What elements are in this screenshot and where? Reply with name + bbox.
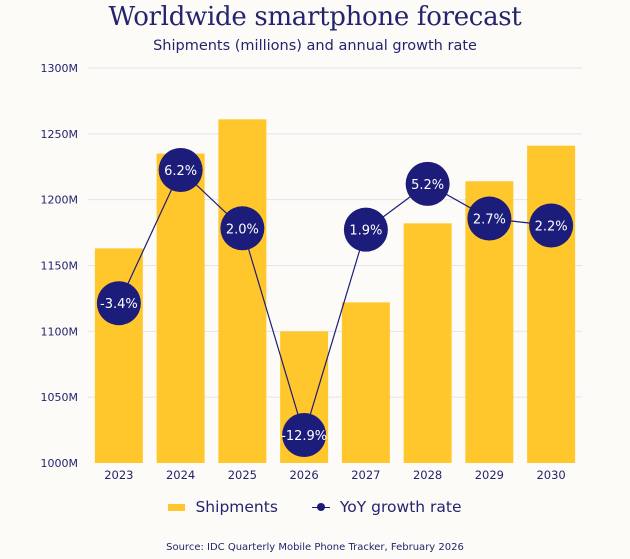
chart-title: Worldwide smartphone forecast	[108, 2, 522, 32]
x-tick-label: 2023	[104, 468, 133, 482]
bar-2028	[403, 223, 452, 463]
bar-2024	[156, 153, 205, 464]
shipments-swatch-icon	[168, 503, 186, 511]
legend-label-growth: YoY growth rate	[339, 498, 462, 516]
growth-data-label: 1.9%	[349, 224, 382, 239]
y-tick-label: 1300M	[41, 62, 79, 75]
chart-subtitle: Shipments (millions) and annual growth r…	[153, 38, 477, 54]
legend-item-shipments[interactable]: Shipments	[168, 498, 278, 516]
y-tick-label: 1100M	[41, 325, 79, 338]
x-tick-label: 2024	[166, 468, 195, 482]
growth-point-2024	[158, 148, 203, 192]
growth-data-label: 5.2%	[411, 178, 444, 193]
growth-data-label: -3.4%	[100, 297, 138, 312]
y-tick-label: 1050M	[41, 391, 79, 404]
x-tick-label: 2030	[536, 468, 565, 482]
bar-2027	[341, 302, 390, 463]
growth-point-2028	[405, 161, 450, 206]
legend-label-shipments: Shipments	[195, 498, 278, 516]
growth-point-2025	[220, 206, 265, 251]
growth-data-label: 2.2%	[535, 219, 568, 234]
growth-data-label: -12.9%	[281, 429, 327, 444]
bar-2025	[218, 119, 267, 463]
bar-2023	[94, 248, 143, 463]
growth-point-2023	[96, 281, 141, 326]
growth-point-2030	[529, 203, 574, 248]
y-tick-label: 1200M	[41, 194, 79, 207]
y-tick-label: 1150M	[41, 260, 79, 273]
growth-point-2029	[467, 196, 512, 241]
growth-point-2027	[343, 207, 388, 252]
x-tick-label: 2027	[351, 468, 380, 482]
growth-data-label: 6.2%	[164, 164, 197, 179]
y-tick-label: 1000M	[41, 457, 79, 470]
bar-2030	[527, 145, 576, 463]
legend-item-growth[interactable]: YoY growth rate	[311, 498, 462, 516]
growth-point-2026	[282, 413, 327, 457]
x-tick-label: 2025	[228, 468, 257, 482]
x-tick-label: 2026	[289, 468, 318, 482]
growth-line-swatch-icon	[311, 502, 330, 512]
legend: Shipments YoY growth rate	[0, 498, 630, 516]
growth-data-label: 2.7%	[473, 213, 506, 228]
growth-data-label: 2.0%	[226, 222, 259, 237]
x-tick-label: 2029	[475, 468, 504, 482]
y-tick-label: 1250M	[41, 128, 79, 141]
x-tick-label: 2028	[413, 468, 442, 482]
source-note: Source: IDC Quarterly Mobile Phone Track…	[166, 542, 464, 553]
